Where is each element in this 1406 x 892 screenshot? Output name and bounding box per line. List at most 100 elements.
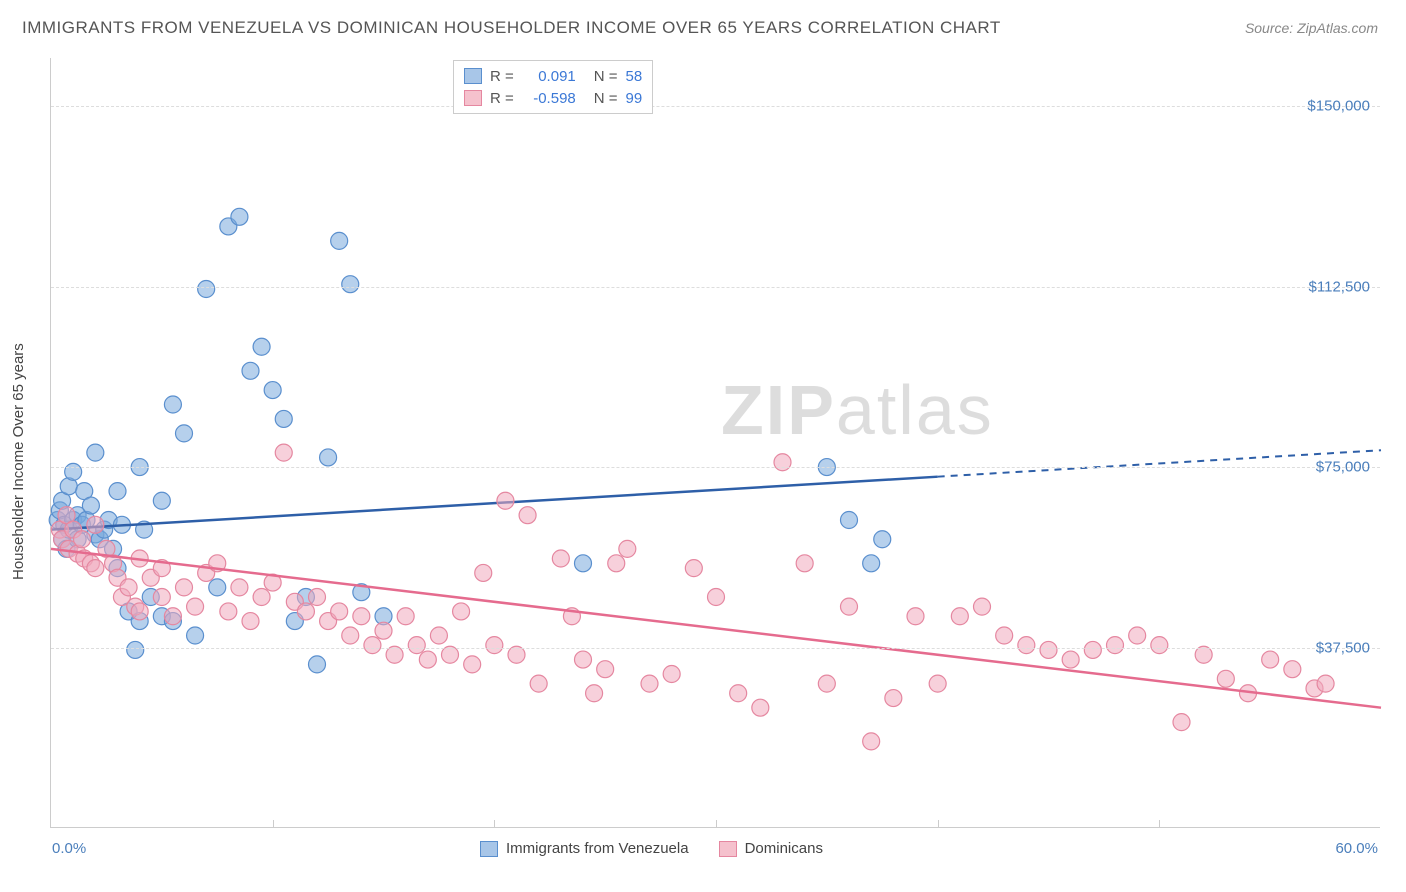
scatter-point-venezuela bbox=[187, 627, 204, 644]
scatter-point-dominicans bbox=[464, 656, 481, 673]
scatter-point-venezuela bbox=[87, 444, 104, 461]
scatter-point-dominicans bbox=[375, 622, 392, 639]
legend-swatch bbox=[480, 841, 498, 857]
scatter-point-dominicans bbox=[331, 603, 348, 620]
scatter-point-venezuela bbox=[253, 338, 270, 355]
scatter-point-dominicans bbox=[153, 589, 170, 606]
scatter-point-dominicans bbox=[508, 646, 525, 663]
scatter-point-dominicans bbox=[974, 598, 991, 615]
scatter-point-venezuela bbox=[198, 281, 215, 298]
x-gridline bbox=[494, 820, 495, 828]
y-tick-label: $150,000 bbox=[1307, 98, 1370, 115]
scatter-point-dominicans bbox=[1084, 641, 1101, 658]
scatter-point-dominicans bbox=[386, 646, 403, 663]
legend-r-value: -0.598 bbox=[522, 90, 576, 107]
legend-swatch bbox=[719, 841, 737, 857]
scatter-point-venezuela bbox=[342, 276, 359, 293]
scatter-point-dominicans bbox=[497, 492, 514, 509]
legend-r-label: R = bbox=[490, 68, 514, 85]
chart-title: IMMIGRANTS FROM VENEZUELA VS DOMINICAN H… bbox=[22, 18, 1001, 38]
scatter-point-dominicans bbox=[364, 637, 381, 654]
plot-area: ZIPatlas $37,500$75,000$112,500$150,000 bbox=[50, 58, 1380, 828]
x-gridline bbox=[1159, 820, 1160, 828]
y-tick-label: $75,000 bbox=[1316, 459, 1370, 476]
scatter-point-dominicans bbox=[253, 589, 270, 606]
scatter-point-venezuela bbox=[242, 362, 259, 379]
legend-n-label: N = bbox=[594, 90, 618, 107]
scatter-point-dominicans bbox=[1173, 714, 1190, 731]
scatter-point-dominicans bbox=[297, 603, 314, 620]
scatter-point-dominicans bbox=[575, 651, 592, 668]
scatter-point-dominicans bbox=[530, 675, 547, 692]
scatter-point-dominicans bbox=[1317, 675, 1334, 692]
legend-r-label: R = bbox=[490, 90, 514, 107]
scatter-point-dominicans bbox=[453, 603, 470, 620]
scatter-point-dominicans bbox=[475, 564, 492, 581]
scatter-point-venezuela bbox=[109, 483, 126, 500]
scatter-point-dominicans bbox=[608, 555, 625, 572]
scatter-point-dominicans bbox=[619, 540, 636, 557]
legend-correlation-row: R =0.091N =58 bbox=[464, 65, 642, 87]
scatter-point-venezuela bbox=[275, 410, 292, 427]
gridline bbox=[51, 106, 1380, 107]
scatter-point-dominicans bbox=[1129, 627, 1146, 644]
legend-series-label: Immigrants from Venezuela bbox=[506, 840, 689, 857]
legend-swatch bbox=[464, 90, 482, 106]
scatter-point-dominicans bbox=[242, 613, 259, 630]
scatter-point-dominicans bbox=[1262, 651, 1279, 668]
scatter-point-dominicans bbox=[752, 699, 769, 716]
chart-svg bbox=[51, 58, 1380, 827]
correlation-legend: R =0.091N =58R =-0.598N =99 bbox=[453, 60, 653, 114]
scatter-point-dominicans bbox=[220, 603, 237, 620]
scatter-point-dominicans bbox=[164, 608, 181, 625]
scatter-point-dominicans bbox=[275, 444, 292, 461]
scatter-point-dominicans bbox=[641, 675, 658, 692]
scatter-point-dominicans bbox=[730, 685, 747, 702]
legend-series-item: Dominicans bbox=[719, 840, 823, 857]
series-legend: Immigrants from Venezuela Dominicans bbox=[480, 840, 823, 857]
x-axis-max-label: 60.0% bbox=[1335, 840, 1378, 857]
legend-n-value: 58 bbox=[626, 68, 643, 85]
scatter-point-venezuela bbox=[575, 555, 592, 572]
source-attribution: Source: ZipAtlas.com bbox=[1245, 20, 1378, 36]
scatter-point-dominicans bbox=[309, 589, 326, 606]
gridline bbox=[51, 467, 1380, 468]
scatter-point-dominicans bbox=[120, 579, 137, 596]
scatter-point-venezuela bbox=[164, 396, 181, 413]
scatter-point-dominicans bbox=[342, 627, 359, 644]
scatter-point-dominicans bbox=[951, 608, 968, 625]
scatter-point-venezuela bbox=[82, 497, 99, 514]
legend-n-value: 99 bbox=[626, 90, 643, 107]
x-axis-min-label: 0.0% bbox=[52, 840, 86, 857]
scatter-point-dominicans bbox=[863, 733, 880, 750]
scatter-point-venezuela bbox=[264, 382, 281, 399]
scatter-point-dominicans bbox=[74, 531, 91, 548]
scatter-point-dominicans bbox=[708, 589, 725, 606]
scatter-point-venezuela bbox=[874, 531, 891, 548]
gridline bbox=[51, 648, 1380, 649]
scatter-point-venezuela bbox=[127, 641, 144, 658]
scatter-point-dominicans bbox=[176, 579, 193, 596]
scatter-point-venezuela bbox=[309, 656, 326, 673]
scatter-point-dominicans bbox=[187, 598, 204, 615]
scatter-point-venezuela bbox=[153, 492, 170, 509]
legend-series-label: Dominicans bbox=[745, 840, 823, 857]
scatter-point-dominicans bbox=[774, 454, 791, 471]
scatter-point-dominicans bbox=[486, 637, 503, 654]
scatter-point-dominicans bbox=[1107, 637, 1124, 654]
scatter-point-venezuela bbox=[841, 512, 858, 529]
scatter-point-dominicans bbox=[885, 690, 902, 707]
scatter-point-venezuela bbox=[176, 425, 193, 442]
scatter-point-dominicans bbox=[353, 608, 370, 625]
legend-swatch bbox=[464, 68, 482, 84]
scatter-point-dominicans bbox=[685, 560, 702, 577]
scatter-point-dominicans bbox=[408, 637, 425, 654]
scatter-point-dominicans bbox=[1062, 651, 1079, 668]
scatter-point-venezuela bbox=[209, 579, 226, 596]
scatter-point-dominicans bbox=[818, 675, 835, 692]
legend-n-label: N = bbox=[594, 68, 618, 85]
scatter-point-dominicans bbox=[1217, 670, 1234, 687]
gridline bbox=[51, 287, 1380, 288]
y-axis-title: Householder Income Over 65 years bbox=[10, 343, 27, 580]
scatter-point-dominicans bbox=[1040, 641, 1057, 658]
